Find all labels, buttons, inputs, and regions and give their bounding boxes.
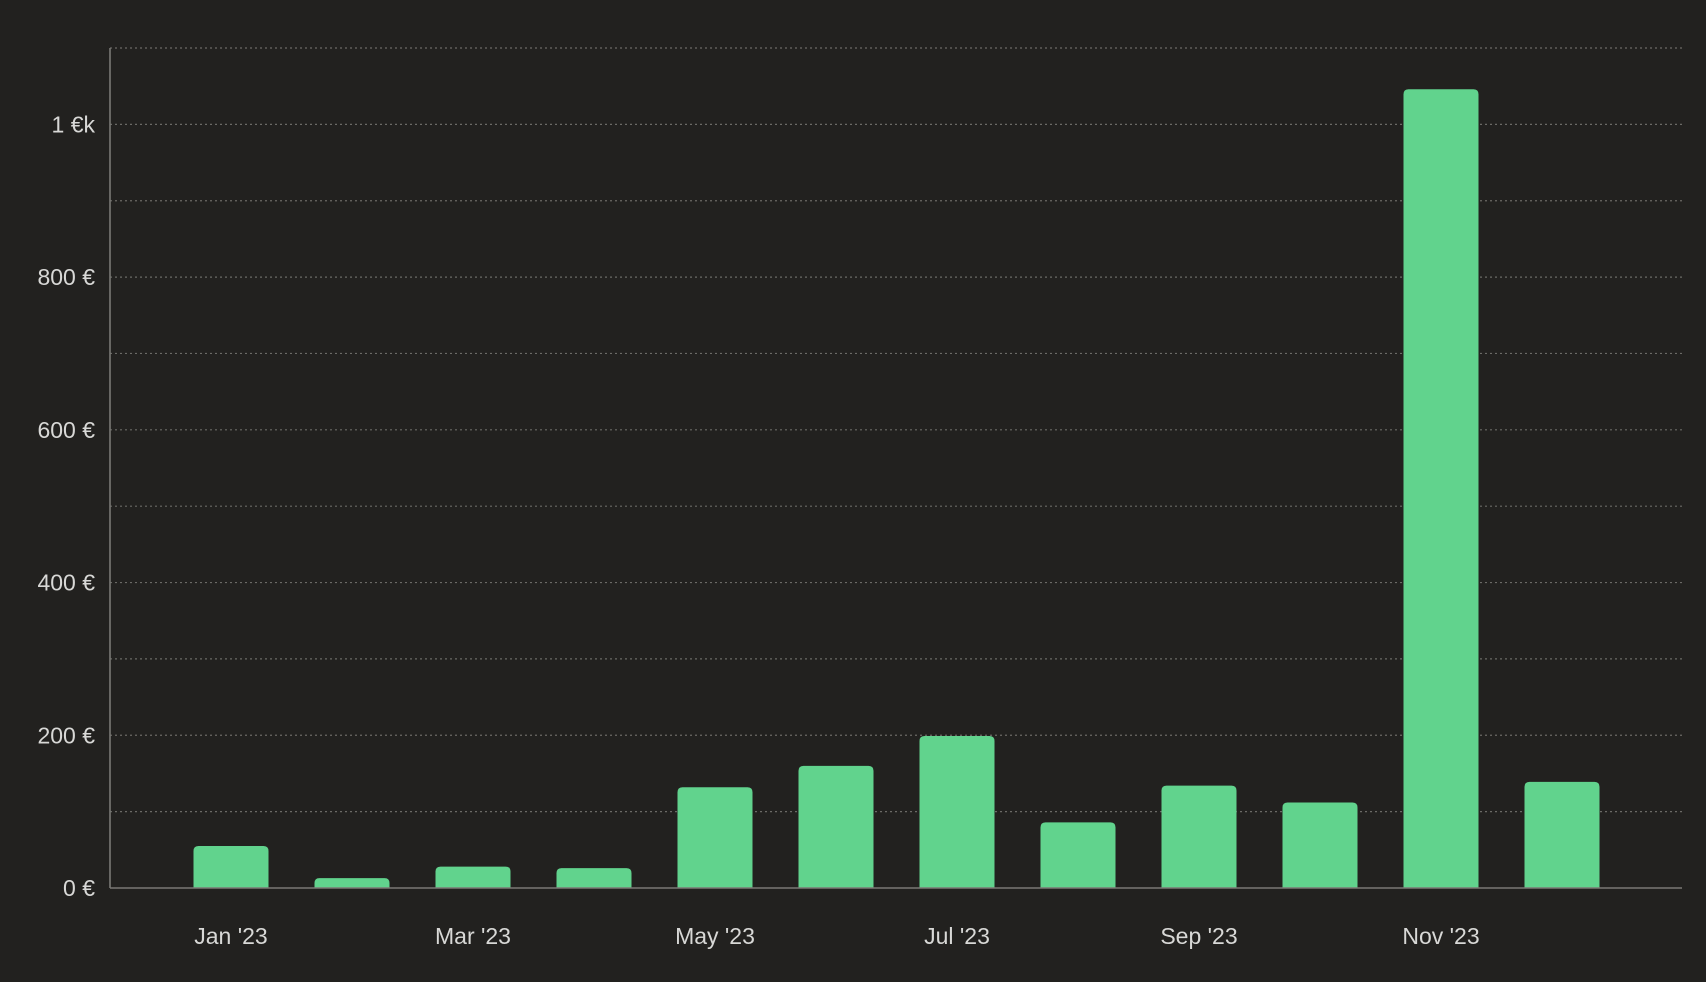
x-tick-label: Jan '23 — [194, 923, 267, 949]
bar-may-23[interactable] — [677, 787, 753, 888]
axes — [109, 48, 1682, 889]
bar-jun-23[interactable] — [798, 765, 874, 888]
bar-apr-23[interactable] — [556, 868, 632, 888]
y-tick-label: 200 € — [37, 722, 95, 748]
x-tick-label: May '23 — [675, 923, 755, 949]
x-tick-label: Sep '23 — [1160, 923, 1237, 949]
y-tick-label: 1 €k — [52, 111, 96, 137]
x-tick-label: Mar '23 — [435, 923, 511, 949]
bar-sep-23[interactable] — [1161, 785, 1237, 888]
y-tick-label: 800 € — [37, 264, 95, 290]
bar-aug-23[interactable] — [1040, 822, 1116, 888]
bar-jul-23[interactable] — [919, 736, 995, 888]
y-tick-label: 600 € — [37, 417, 95, 443]
bar-nov-23[interactable] — [1403, 89, 1479, 888]
x-tick-labels: Jan '23 Mar '23 May '23 Jul '23 Sep '23 Nov '… — [194, 923, 1479, 949]
bar-feb-23[interactable] — [314, 878, 390, 888]
bar-dec-23[interactable] — [1524, 781, 1600, 888]
y-tick-label: 400 € — [37, 570, 95, 596]
y-tick-label: 0 € — [63, 875, 95, 901]
x-tick-label: Nov '23 — [1402, 923, 1479, 949]
y-tick-labels: 0 € 200 € 400 € 600 € 800 € 1 €k — [37, 111, 95, 901]
bars — [193, 89, 1600, 888]
x-tick-label: Jul '23 — [924, 923, 990, 949]
bar-oct-23[interactable] — [1282, 802, 1358, 888]
bar-mar-23[interactable] — [435, 866, 511, 888]
bar-jan-23[interactable] — [193, 846, 269, 888]
